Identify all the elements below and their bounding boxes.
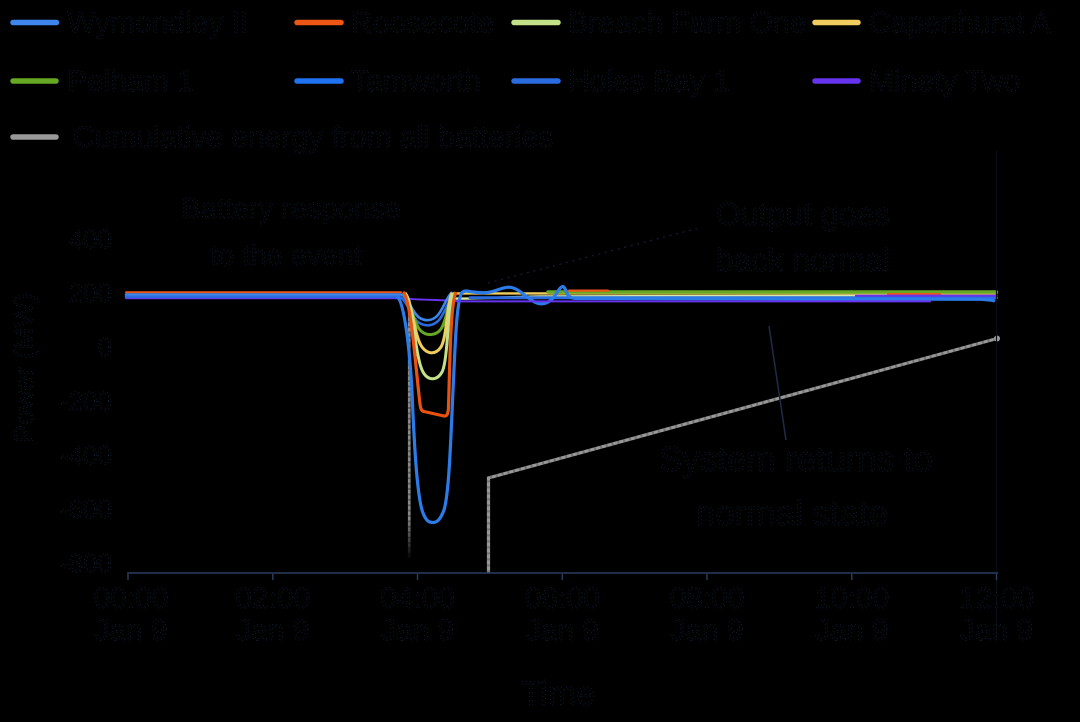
svg-text:Battery response: Battery response	[181, 193, 400, 225]
svg-text:System returns to: System returns to	[659, 440, 933, 479]
svg-text:Output goes: Output goes	[716, 196, 890, 232]
svg-text:Tamworth: Tamworth	[351, 65, 481, 98]
svg-text:Jan 9: Jan 9	[670, 614, 743, 647]
svg-text:Minety Two: Minety Two	[869, 65, 1020, 98]
svg-text:Jan 9: Jan 9	[960, 614, 1033, 647]
svg-text:back normal: back normal	[716, 242, 890, 278]
svg-text:400: 400	[69, 224, 112, 254]
svg-text:Holes Bay 1: Holes Bay 1	[568, 65, 730, 98]
svg-text:10:00: 10:00	[814, 582, 889, 615]
svg-text:Cumulative energy from all bat: Cumulative energy from all batteries	[73, 121, 553, 154]
svg-text:06:00: 06:00	[525, 582, 600, 615]
svg-text:200: 200	[69, 278, 112, 308]
svg-text:00:00: 00:00	[93, 582, 168, 615]
svg-text:-800: -800	[60, 548, 112, 578]
svg-text:-400: -400	[60, 440, 112, 470]
svg-text:Pelham 1: Pelham 1	[67, 65, 194, 98]
svg-text:Jan 9: Jan 9	[381, 614, 454, 647]
svg-text:04:00: 04:00	[380, 582, 455, 615]
svg-text:normal state: normal state	[696, 494, 889, 533]
svg-text:Time: Time	[521, 675, 595, 713]
svg-text:Wymondley II: Wymondley II	[67, 7, 248, 40]
svg-text:Power (MW): Power (MW)	[9, 293, 39, 443]
svg-text:02:00: 02:00	[235, 582, 310, 615]
svg-text:12:00: 12:00	[959, 582, 1034, 615]
svg-text:to the event: to the event	[210, 240, 362, 272]
svg-text:Jan 9: Jan 9	[526, 614, 599, 647]
svg-text:Jan 9: Jan 9	[236, 614, 309, 647]
svg-text:Roosecote: Roosecote	[351, 7, 494, 40]
svg-text:Breach Farm One: Breach Farm One	[568, 7, 806, 40]
svg-text:-200: -200	[60, 386, 112, 416]
svg-text:-600: -600	[60, 494, 112, 524]
svg-text:Jan 9: Jan 9	[94, 614, 167, 647]
svg-text:08:00: 08:00	[669, 582, 744, 615]
svg-text:Capenhurst A: Capenhurst A	[869, 7, 1051, 40]
svg-text:0: 0	[98, 332, 112, 362]
svg-text:Jan 9: Jan 9	[815, 614, 888, 647]
